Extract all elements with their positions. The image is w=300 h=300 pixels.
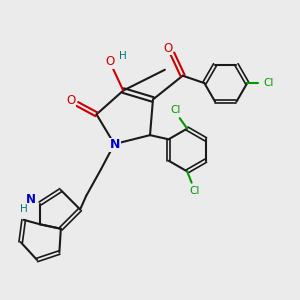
Text: O: O (106, 55, 115, 68)
Text: N: N (110, 138, 120, 151)
Text: O: O (163, 42, 172, 55)
Text: H: H (20, 204, 28, 214)
Text: H: H (119, 51, 127, 61)
Text: O: O (66, 94, 75, 107)
Text: Cl: Cl (171, 105, 181, 115)
Text: N: N (26, 193, 36, 206)
Text: Cl: Cl (263, 78, 274, 88)
Text: Cl: Cl (189, 186, 200, 196)
